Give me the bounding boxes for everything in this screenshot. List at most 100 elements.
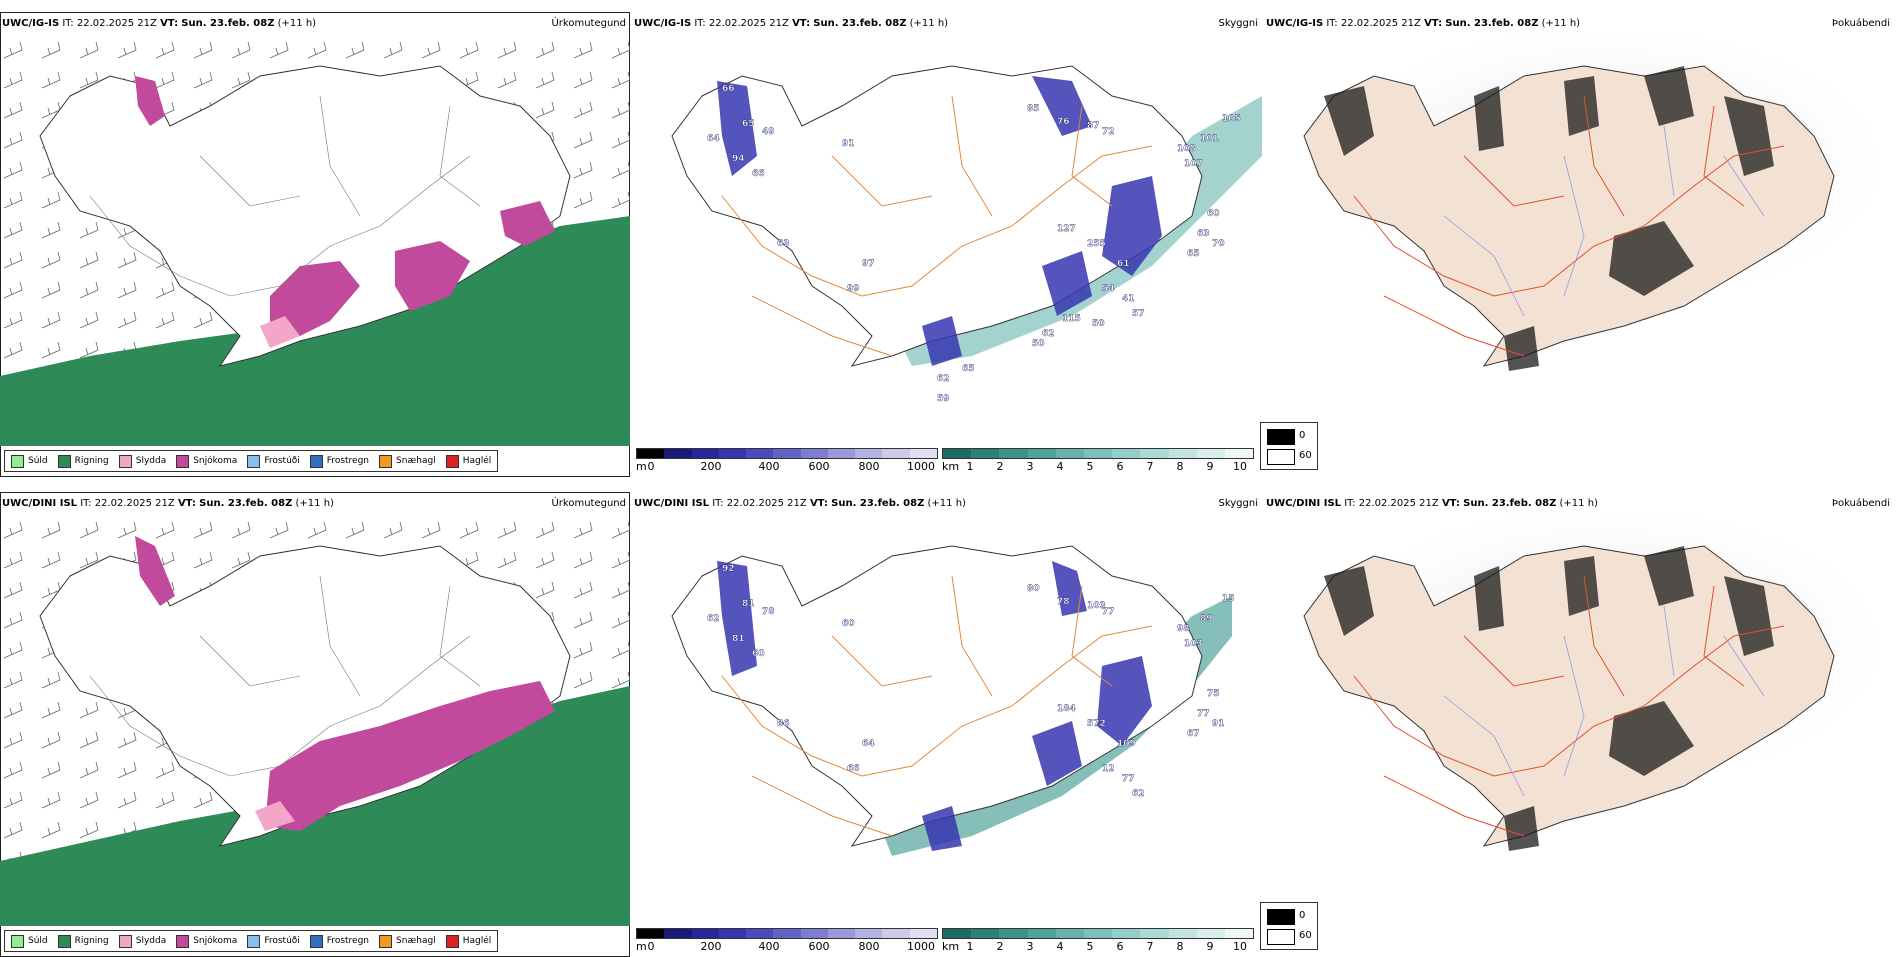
legend-item: Frostúði [247, 454, 300, 468]
colorbar-unit: km [942, 460, 960, 473]
visibility-value-label: 62 [937, 374, 950, 384]
fog-legend-swatch-dark [1267, 429, 1295, 445]
visibility-value-label: 92 [722, 564, 735, 574]
visibility-value-label: 91 [1212, 719, 1225, 729]
legend-swatch [309, 454, 323, 468]
visibility-m-colorbar: m 0 200 400 600 800 1000 [636, 928, 938, 956]
visibility-value-label: 572 [1087, 719, 1106, 729]
visibility-value-label: 63 [777, 239, 790, 249]
legend-swatch [379, 934, 393, 948]
iceland-outline [1303, 545, 1835, 847]
visibility-value-label: 50 [1032, 339, 1045, 349]
fog-legend-swatch-light [1267, 929, 1295, 945]
fog-legend-label: 60 [1299, 450, 1312, 461]
colorbar-tick: 7 [1146, 940, 1154, 953]
colorbar-tick: 9 [1206, 940, 1214, 953]
visibility-value-label: 255 [1087, 239, 1106, 249]
river-network [1443, 125, 1765, 317]
visibility-value-label: 65 [742, 119, 755, 129]
fog-index-map [1303, 516, 1894, 851]
legend-item: Súld [11, 454, 48, 468]
legend-swatch [247, 454, 261, 468]
colorbar-tick: 800 [858, 940, 880, 953]
colorbar-tick: 1000 [907, 940, 935, 953]
precip-type-panel-bottom: UWC/DINI ISL IT: 22.02.2025 21Z VT: Sun.… [0, 492, 630, 957]
colorbar-tick: 1000 [907, 460, 935, 473]
panel-title: UWC/DINI ISL IT: 22.02.2025 21Z VT: Sun.… [1266, 498, 1598, 509]
colorbar-tick: 1 [966, 940, 974, 953]
visibility-value-label: 107 [1184, 159, 1203, 169]
visibility-value-label: 86 [777, 719, 790, 729]
visibility-value-label: 63 [1197, 229, 1210, 239]
fog-legend-label: 60 [1299, 930, 1312, 941]
visibility-value-label: 87 [1087, 121, 1100, 131]
legend-swatch [57, 454, 71, 468]
legend-swatch [445, 454, 459, 468]
visibility-value-label: 54 [1102, 284, 1115, 294]
fog-index-map [1303, 36, 1894, 371]
visibility-value-label: 41 [1122, 294, 1135, 304]
visibility-value-label: 60 [1207, 209, 1220, 219]
visibility-value-label: 108 [1177, 144, 1196, 154]
visibility-value-label: 97 [862, 259, 875, 269]
legend-swatch [247, 934, 261, 948]
visibility-value-label: 70 [1212, 239, 1225, 249]
panel-title: UWC/DINI ISL IT: 22.02.2025 21Z VT: Sun.… [2, 498, 334, 509]
visibility-value-label: 75 [1207, 689, 1220, 699]
field-name: Úrkomutegund [551, 18, 626, 29]
legend-swatch [57, 934, 71, 948]
precip-map [0, 516, 630, 926]
colorbar-tick: 200 [700, 460, 722, 473]
visibility-value-label: 78 [762, 607, 775, 617]
visibility-value-label: 62 [1132, 789, 1145, 799]
precip-sleet-area [260, 316, 300, 348]
fog-legend: 0 60 [1260, 902, 1318, 950]
visibility-km-colorbar: km 1 2 3 4 5 6 7 8 9 10 [942, 448, 1254, 476]
visibility-value-label: 85 [1027, 104, 1040, 114]
fog-legend-label: 0 [1299, 910, 1306, 921]
legend-item: Frostregn [309, 454, 369, 468]
visibility-low-areas [717, 76, 1162, 366]
colorbar-tick: 4 [1056, 940, 1064, 953]
colorbar-tick: 0 [647, 460, 655, 473]
colorbar-tick: 0 [647, 940, 655, 953]
legend-item: Rigning [57, 454, 109, 468]
legend-item: Rigning [57, 934, 109, 948]
colorbar-km-bar [942, 448, 1254, 459]
legend-swatch [11, 934, 24, 948]
colorbar-unit: m [636, 940, 647, 953]
colorbar-tick: 600 [808, 940, 830, 953]
visibility-value-label: 65 [962, 364, 975, 374]
colorbar-tick: 5 [1086, 940, 1094, 953]
legend-item: Frostúði [247, 934, 300, 948]
legend-item: Snæhagl [379, 934, 436, 948]
colorbar-tick: 7 [1146, 460, 1154, 473]
visibility-value-label: 105 [1222, 114, 1241, 124]
legend-swatch [309, 934, 323, 948]
visibility-value-label: 12 [1102, 764, 1115, 774]
colorbar-m-bar [636, 928, 938, 939]
visibility-value-label: 99 [847, 284, 860, 294]
visibility-value-label: 77 [1197, 709, 1210, 719]
visibility-value-label: 91 [842, 139, 855, 149]
visibility-value-label: 60 [842, 619, 855, 629]
colorbar-tick: 6 [1116, 460, 1124, 473]
fog-legend-label: 0 [1299, 430, 1306, 441]
visibility-value-label: 101 [1200, 134, 1219, 144]
field-name: Skyggni [1218, 498, 1258, 509]
precip-sleet-area [255, 801, 295, 831]
field-name: Skyggni [1218, 18, 1258, 29]
legend-item: Slydda [118, 934, 166, 948]
colorbar-tick: 600 [808, 460, 830, 473]
field-name: Þokuábendi [1831, 498, 1890, 509]
colorbar-tick: 10 [1233, 940, 1247, 953]
legend-item: Slydda [118, 454, 166, 468]
colorbar-tick: 4 [1056, 460, 1064, 473]
colorbar-unit: m [636, 460, 647, 473]
visibility-value-label: 184 [1057, 704, 1076, 714]
visibility-value-label: 67 [1187, 729, 1200, 739]
legend-swatch [176, 934, 190, 948]
